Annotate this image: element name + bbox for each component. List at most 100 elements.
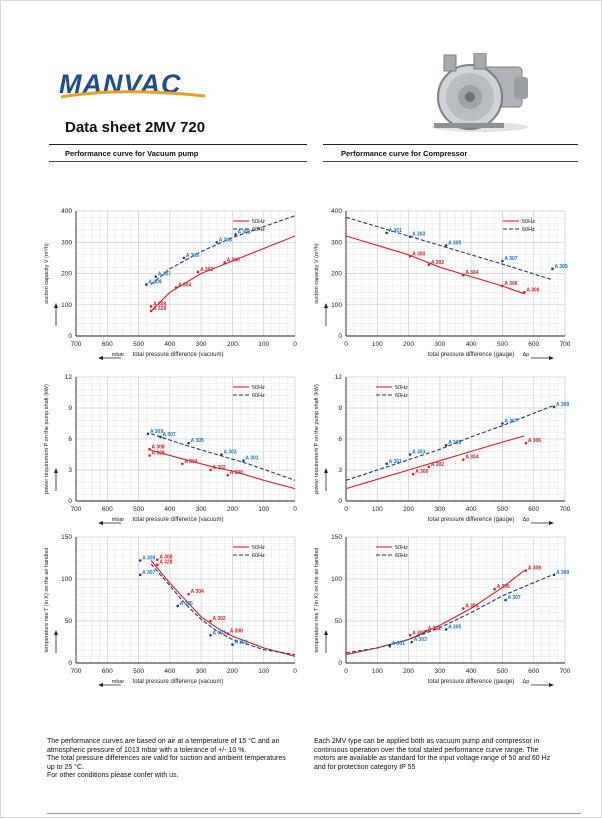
data-point <box>493 587 496 591</box>
y-tick-label: 12 <box>65 374 73 381</box>
x-arrow-head <box>549 521 554 525</box>
x-tick-label: 700 <box>560 341 571 348</box>
note-line: Each 2MV type can be applied both as vac… <box>314 738 540 745</box>
note-line: The performance curves are based on air … <box>47 738 280 745</box>
data-label: A 309 <box>148 279 161 285</box>
data-point <box>174 286 178 289</box>
data-label: A 308 <box>526 287 539 293</box>
data-point <box>154 275 158 278</box>
data-point <box>209 633 212 637</box>
data-label: A 302 <box>431 462 444 468</box>
data-point <box>408 235 412 238</box>
x-tick-label: 300 <box>434 668 445 675</box>
divider <box>49 161 307 162</box>
data-point <box>524 441 528 445</box>
x-axis-label: total pressure difference (vacuum) <box>133 352 224 358</box>
y-tick-label: 6 <box>68 436 72 443</box>
y-tick-label: 0 <box>338 498 342 505</box>
data-label: A 300 <box>412 251 425 257</box>
y-axis-label: power requirement P on the pump shaft (k… <box>314 384 320 494</box>
data-label: A 301 <box>392 641 405 647</box>
data-label: A 304 <box>465 455 478 461</box>
divider <box>323 161 578 162</box>
x-tick-label: 400 <box>164 668 175 675</box>
data-label: A 305 <box>448 624 461 630</box>
data-point <box>501 284 504 288</box>
x-tick-label: 300 <box>434 341 445 348</box>
x-axis-unit: Δp <box>523 679 530 685</box>
data-point <box>411 472 415 476</box>
data-point <box>159 435 162 439</box>
chart-vac-flow: 700 600 500 400 300 200 100 0 0 100 200 300 400 mbar t… <box>44 208 297 360</box>
y-tick-label: 400 <box>331 208 342 215</box>
data-label: A 302 <box>213 465 226 471</box>
data-label: A 306 <box>497 584 510 590</box>
data-point <box>385 462 388 466</box>
data-point <box>148 454 151 457</box>
y-tick-label: 50 <box>335 618 343 625</box>
x-tick-label: 0 <box>293 341 297 348</box>
legend-label: 50Hz <box>252 545 265 551</box>
y-tick-label: 150 <box>61 534 72 541</box>
series-line-60Hz <box>345 405 553 481</box>
x-tick-label: 600 <box>102 341 113 348</box>
x-axis-unit: mbar <box>112 517 125 523</box>
y-tick-label: 150 <box>331 534 342 541</box>
x-tick-label: 600 <box>102 668 113 675</box>
x-axis-label: total pressure difference (vacuum) <box>133 517 224 523</box>
x-tick-label: 600 <box>528 341 539 348</box>
data-point <box>501 422 504 425</box>
x-tick-label: 700 <box>71 506 82 513</box>
x-tick-label: 400 <box>466 341 477 348</box>
y-tick-label: 50 <box>65 618 73 625</box>
divider <box>47 813 581 814</box>
y-tick-label: 100 <box>61 576 72 583</box>
note-line: up to 25 °C. <box>47 763 85 771</box>
y-arrow-head <box>54 468 58 473</box>
data-point <box>552 405 556 409</box>
data-label: A 300 <box>415 469 428 475</box>
data-point <box>242 459 245 463</box>
data-label: A 303 <box>219 237 232 243</box>
data-label: A 301 <box>389 228 402 234</box>
x-axis-label: total pressure difference (gauge) <box>428 679 515 685</box>
data-point <box>551 267 554 271</box>
x-tick-label: 0 <box>293 506 297 513</box>
x-tick-label: 200 <box>403 341 414 348</box>
x-tick-label: 0 <box>344 506 348 513</box>
notes-right: Each 2MV type can be applied both as vac… <box>314 738 586 772</box>
data-label: A 300 <box>230 470 243 476</box>
y-tick-label: 100 <box>331 302 342 309</box>
note-line: and for protection category IP 55 <box>314 763 416 771</box>
data-point <box>182 256 186 260</box>
legend-label: 50Hz <box>522 219 535 225</box>
data-label: A 303 <box>414 637 427 643</box>
x-axis-unit: Δp <box>523 352 530 358</box>
data-point <box>410 640 414 644</box>
x-arrow-head <box>98 521 103 525</box>
section-title-vacuum: Performance curve for Vacuum pump <box>65 149 199 158</box>
page-title: Data sheet 2MV 720 <box>65 119 206 136</box>
series-line-60Hz <box>345 216 553 281</box>
y-tick-label: 9 <box>338 405 342 412</box>
data-point <box>215 240 219 244</box>
x-tick-label: 100 <box>258 341 269 348</box>
data-label: A 303 <box>213 630 226 636</box>
y-axis-label: power requirement P on the pump shaft (k… <box>44 384 50 494</box>
divider <box>49 144 307 145</box>
data-label: A 328 <box>153 306 166 312</box>
data-point <box>385 231 388 235</box>
data-label: A 304 <box>465 270 478 276</box>
x-tick-label: 300 <box>196 506 207 513</box>
x-tick-label: 500 <box>133 668 144 675</box>
x-tick-label: 700 <box>71 341 82 348</box>
chart-comp-flow: 0 100 200 300 400 500 600 700 0 100 200 300 400 Δp tot… <box>314 208 571 360</box>
x-tick-label: 100 <box>258 506 269 513</box>
data-label: A 328 <box>159 560 172 566</box>
data-label: A 306 <box>504 281 517 287</box>
chart-vac-temp: 700 600 500 400 300 200 100 0 0 50 100 150 mbar total… <box>44 534 297 687</box>
data-label: A 302 <box>213 616 226 622</box>
data-label: A 307 <box>504 256 517 262</box>
data-label: A 305 <box>180 601 193 607</box>
